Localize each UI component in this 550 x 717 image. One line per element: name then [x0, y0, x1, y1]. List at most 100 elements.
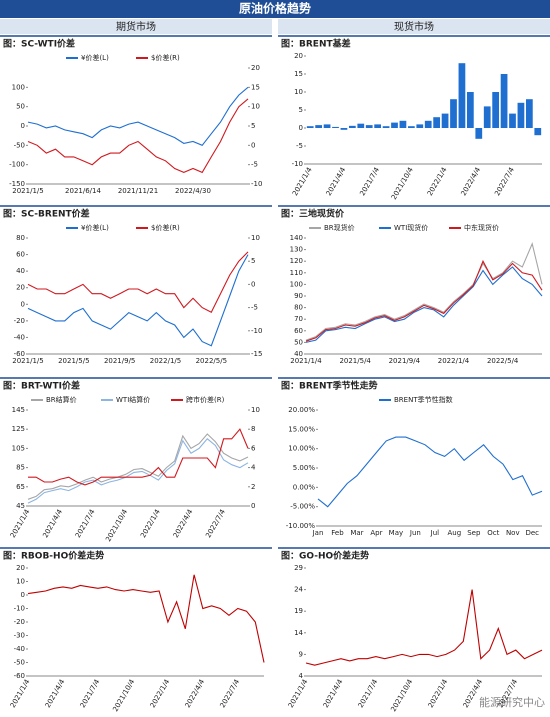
panel-title: 图：SC-BRENT价差	[3, 208, 90, 220]
y-tick-label: -10	[14, 605, 25, 613]
bar	[391, 122, 398, 128]
x-tick-label: 2022/1/5	[150, 357, 181, 365]
x-tick-label: 2021/11/21	[118, 187, 158, 195]
x-tick-label: 2021/10/4	[104, 508, 129, 544]
section-bar	[0, 19, 272, 34]
bar	[332, 126, 339, 128]
bar	[357, 123, 365, 128]
y-tick-label: 10	[294, 88, 303, 96]
y-tick-label: 0.00%	[293, 483, 316, 491]
y-tick-label: 80	[294, 304, 303, 312]
x-tick-label: 2022/5/4	[487, 357, 519, 365]
x-tick-label: 2021/5/4	[339, 357, 371, 365]
y-tick-label: 20	[294, 52, 303, 60]
x-tick-label: 2021/10/4	[111, 678, 136, 713]
y-tick-label: 0	[299, 124, 303, 132]
y-tick-label: 19	[294, 607, 303, 615]
series-line	[28, 428, 249, 486]
y-tick-label: 40	[16, 267, 25, 275]
x-tick-label: 2021/4/4	[44, 678, 67, 710]
bar	[492, 92, 500, 128]
section-title: 期货市场	[116, 20, 156, 33]
bar	[315, 125, 323, 128]
y-tick-label: 60	[16, 251, 25, 259]
panel-title: 图：BRENT基差	[281, 38, 351, 50]
y-tick-label: 20	[16, 564, 25, 572]
x-tick-label: 2021/10/4	[389, 678, 414, 713]
x-tick-label: 2022/4/4	[184, 678, 207, 710]
y-tick-label: 10	[16, 578, 25, 586]
bar	[424, 120, 432, 128]
x-tick-label: 2021/1/5	[12, 187, 43, 195]
x-tick-label: Nov	[506, 529, 520, 537]
x-tick-label: 2021/1/4	[9, 678, 32, 710]
x-tick-label: 2021/4/4	[325, 166, 348, 198]
series-line	[27, 438, 249, 504]
x-tick-label: 2022/1/4	[149, 678, 172, 710]
x-tick-label: 2021/1/4	[291, 166, 314, 198]
bar	[483, 106, 491, 128]
y-tick-label: 140	[290, 234, 303, 242]
y2-tick-label: 10	[251, 406, 260, 414]
y2-tick-label: -5	[251, 304, 258, 312]
x-tick-label: 2021/1/5	[12, 357, 43, 365]
y-tick-label: 9	[299, 650, 303, 658]
x-tick-label: 2022/4/30	[175, 187, 211, 195]
y-tick-label: 0	[21, 122, 25, 130]
y2-tick-label: -5	[251, 161, 258, 169]
x-tick-label: 2021/1/4	[287, 678, 310, 710]
y-tick-label: 45	[16, 502, 25, 510]
y-tick-label: 130	[290, 246, 303, 254]
y-tick-label: -20	[14, 317, 25, 325]
series-line	[305, 259, 543, 342]
y-tick-label: 5.00%	[293, 464, 316, 472]
section-bar	[278, 19, 550, 34]
header-bar	[0, 0, 550, 18]
y-tick-label: -30	[14, 632, 25, 640]
y2-tick-label: 8	[251, 425, 255, 433]
x-tick-label: 2021/5/5	[58, 357, 89, 365]
y-tick-label: 20.00%	[288, 406, 315, 414]
legend-label: $价差(R)	[151, 223, 180, 232]
bar	[509, 113, 516, 128]
y2-tick-label: -10	[251, 327, 262, 335]
legend-label: BR现货价	[324, 223, 355, 232]
y-tick-label: 85	[16, 464, 25, 472]
y-tick-label: -60	[14, 350, 25, 358]
y-tick-label: 70	[294, 315, 303, 323]
y-tick-label: -40	[14, 333, 25, 341]
x-tick-label: 2022/7/4	[493, 166, 516, 198]
series-line	[27, 251, 249, 313]
y-tick-label: 15	[294, 70, 303, 78]
x-tick-label: 2021/7/4	[358, 166, 381, 198]
series-line	[27, 86, 249, 146]
x-tick-label: Jul	[430, 529, 440, 537]
y-tick-label: 50	[294, 338, 303, 346]
y2-tick-label: -15	[251, 350, 262, 358]
y-tick-label: 40	[294, 350, 303, 358]
header-title: 原油价格趋势	[239, 1, 311, 16]
y-tick-label: 50	[16, 103, 25, 111]
y-tick-label: -5	[296, 142, 303, 150]
y-tick-label: 20	[16, 284, 25, 292]
y-tick-label: -100	[9, 161, 25, 169]
x-tick-label: 2022/4/4	[172, 508, 195, 540]
bar	[450, 99, 457, 128]
legend-label: WTI结算价	[116, 395, 150, 404]
bar	[399, 120, 407, 128]
x-tick-label: 2022/7/4	[204, 508, 227, 540]
x-tick-label: 2021/10/4	[390, 166, 415, 202]
x-tick-label: 2022/1/4	[438, 357, 470, 365]
x-tick-label: 2022/1/4	[427, 678, 450, 710]
section-title: 现货市场	[394, 20, 434, 33]
series-line	[27, 574, 265, 663]
x-tick-label: 2021/4/4	[322, 678, 345, 710]
y-tick-label: -60	[14, 672, 25, 680]
panel-title: 图：三地现货价	[281, 208, 345, 220]
x-tick-label: May	[389, 529, 403, 537]
legend-label: ¥价差(L)	[81, 53, 109, 62]
series-line	[305, 242, 543, 341]
y-tick-label: 120	[290, 257, 303, 265]
y-tick-label: -10	[292, 160, 303, 168]
